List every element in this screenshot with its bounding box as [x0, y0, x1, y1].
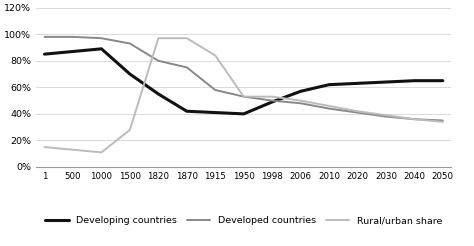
Developed countries — [411, 118, 417, 121]
Rural/urban share — [99, 151, 104, 154]
Developing countries — [269, 100, 275, 103]
Rural/urban share — [411, 118, 417, 121]
Legend: Developing countries, Developed countries, Rural/urban share: Developing countries, Developed countrie… — [42, 213, 446, 229]
Developing countries — [440, 79, 446, 82]
Rural/urban share — [326, 105, 332, 108]
Rural/urban share — [298, 99, 303, 102]
Developed countries — [184, 66, 190, 69]
Developed countries — [212, 89, 218, 92]
Rural/urban share — [212, 54, 218, 57]
Developing countries — [355, 82, 360, 85]
Developing countries — [411, 79, 417, 82]
Developed countries — [326, 107, 332, 110]
Developing countries — [184, 110, 190, 113]
Developing countries — [241, 112, 246, 115]
Developing countries — [212, 111, 218, 114]
Rural/urban share — [155, 37, 161, 40]
Developed countries — [241, 95, 246, 98]
Developed countries — [355, 111, 360, 114]
Developing countries — [99, 47, 104, 50]
Line: Rural/urban share: Rural/urban share — [45, 38, 443, 152]
Developing countries — [383, 80, 389, 83]
Developing countries — [326, 83, 332, 86]
Rural/urban share — [127, 128, 133, 131]
Rural/urban share — [241, 95, 246, 98]
Rural/urban share — [383, 114, 389, 117]
Rural/urban share — [70, 148, 76, 151]
Developing countries — [70, 50, 76, 53]
Rural/urban share — [355, 110, 360, 113]
Line: Developing countries: Developing countries — [45, 49, 443, 114]
Developed countries — [155, 59, 161, 62]
Developed countries — [269, 99, 275, 102]
Developed countries — [42, 35, 47, 38]
Rural/urban share — [440, 120, 446, 123]
Developing countries — [127, 73, 133, 76]
Rural/urban share — [269, 95, 275, 98]
Rural/urban share — [184, 37, 190, 40]
Line: Developed countries: Developed countries — [45, 37, 443, 121]
Developed countries — [383, 115, 389, 118]
Developing countries — [298, 90, 303, 93]
Developed countries — [70, 35, 76, 38]
Developed countries — [127, 42, 133, 45]
Developed countries — [298, 102, 303, 105]
Developed countries — [99, 37, 104, 40]
Developed countries — [440, 119, 446, 122]
Developing countries — [155, 92, 161, 95]
Rural/urban share — [42, 146, 47, 149]
Developing countries — [42, 53, 47, 56]
